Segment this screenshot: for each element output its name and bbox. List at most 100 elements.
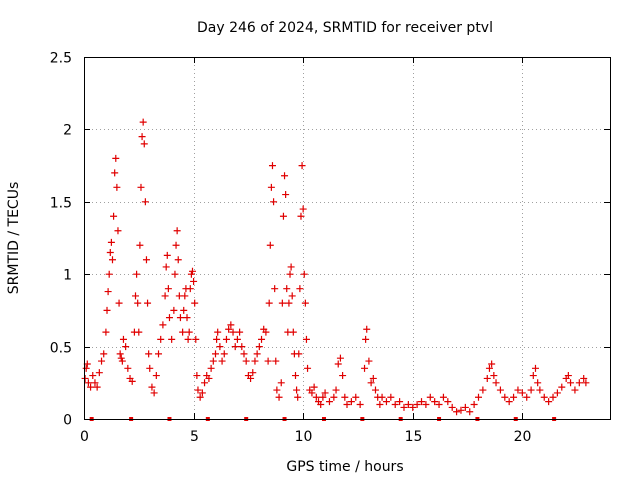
data-point — [100, 350, 108, 358]
data-point — [253, 350, 261, 358]
data-point — [116, 350, 124, 358]
data-point — [341, 393, 349, 401]
data-point — [534, 379, 542, 387]
data-point — [104, 288, 112, 296]
data-point — [288, 292, 296, 300]
grid-lines — [84, 57, 610, 419]
data-point — [282, 191, 290, 199]
data-point — [155, 350, 163, 358]
data-point — [145, 350, 153, 358]
tick-labels: 0 5 10 15 20 0 0.5 1 1.5 2 2.5 — [50, 51, 532, 446]
data-point — [382, 398, 390, 406]
data-point — [567, 379, 575, 387]
data-point — [285, 299, 293, 307]
data-point — [347, 398, 355, 406]
data-point — [387, 393, 395, 401]
data-point — [84, 379, 92, 387]
data-point — [510, 393, 518, 401]
data-point — [89, 372, 97, 380]
data-point — [134, 299, 142, 307]
data-point — [553, 389, 561, 397]
data-point — [185, 328, 193, 336]
data-point — [317, 401, 325, 409]
data-point — [457, 406, 465, 414]
data-point — [536, 386, 544, 394]
data-point — [369, 374, 377, 382]
data-point — [330, 393, 338, 401]
data-point — [439, 393, 447, 401]
data-point — [139, 118, 147, 126]
data-point — [107, 238, 115, 246]
data-point — [171, 270, 179, 278]
y-tick-label: 1 — [63, 268, 72, 284]
data-point — [444, 398, 452, 406]
data-point — [496, 386, 504, 394]
data-point — [119, 335, 127, 343]
data-point — [376, 401, 384, 409]
data-point — [343, 401, 351, 409]
data-point — [163, 251, 171, 259]
data-point — [426, 393, 434, 401]
data-point — [113, 183, 121, 191]
data-point — [422, 401, 430, 409]
data-point — [298, 162, 306, 170]
data-point — [207, 364, 215, 372]
data-point — [272, 357, 280, 365]
data-point — [196, 393, 204, 401]
data-point — [186, 285, 194, 293]
data-point — [485, 364, 493, 372]
data-point — [184, 335, 192, 343]
x-tick-label: 10 — [295, 429, 313, 445]
data-point — [168, 335, 176, 343]
data-point — [240, 350, 248, 358]
data-point — [238, 343, 246, 351]
data-point — [580, 374, 588, 382]
y-tick-label: 2 — [63, 123, 72, 139]
data-point — [108, 256, 116, 264]
data-point — [111, 169, 119, 177]
data-point — [142, 256, 150, 264]
data-point — [110, 212, 118, 220]
data-point — [159, 321, 167, 329]
data-point — [170, 306, 178, 314]
data-point — [352, 393, 360, 401]
axis-ticks — [84, 57, 610, 420]
data-point — [294, 393, 302, 401]
data-point — [483, 374, 491, 382]
data-point — [295, 350, 303, 358]
data-point — [124, 364, 132, 372]
data-point — [118, 357, 126, 365]
data-point — [150, 389, 158, 397]
data-point — [225, 325, 233, 333]
data-point — [302, 335, 310, 343]
data-point — [140, 140, 148, 148]
data-point — [242, 357, 250, 365]
x-tick-label: 0 — [80, 429, 89, 445]
data-point — [220, 350, 228, 358]
data-point — [137, 183, 145, 191]
data-point — [179, 328, 187, 336]
x-tick-label: 20 — [514, 429, 532, 445]
data-point — [102, 328, 110, 336]
data-point — [363, 325, 371, 333]
data-point — [190, 277, 198, 285]
data-point — [173, 227, 181, 235]
data-point — [371, 386, 379, 394]
data-point — [115, 299, 123, 307]
data-point — [216, 343, 224, 351]
data-point — [157, 335, 165, 343]
data-point — [275, 393, 283, 401]
data-point — [144, 299, 152, 307]
data-point — [136, 241, 144, 249]
data-point — [205, 374, 213, 382]
data-point — [336, 354, 344, 362]
data-point — [523, 393, 531, 401]
data-point — [152, 372, 160, 380]
data-point — [128, 377, 136, 385]
data-point — [404, 401, 412, 409]
y-tick-label: 2.5 — [50, 51, 72, 67]
data-point — [296, 285, 304, 293]
data-point — [531, 364, 539, 372]
data-point — [268, 162, 276, 170]
